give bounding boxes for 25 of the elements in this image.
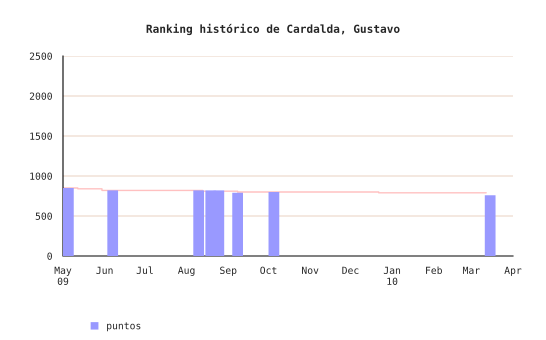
y-tick-label: 0 bbox=[47, 252, 52, 260]
x-tick-label: Jan 10 bbox=[384, 266, 400, 285]
chart-title: Ranking histórico de Cardalda, Gustavo bbox=[146, 24, 400, 36]
x-tick-label: Oct bbox=[260, 266, 276, 274]
x-tick-label: Jun bbox=[96, 266, 113, 274]
bar bbox=[107, 190, 118, 256]
y-tick-label: 500 bbox=[36, 212, 52, 220]
bar bbox=[268, 192, 280, 256]
x-tick-label: Aug bbox=[178, 266, 194, 276]
bar bbox=[63, 188, 74, 256]
x-tick-label: May 09 bbox=[54, 266, 72, 285]
bar bbox=[484, 195, 496, 256]
x-tick-label: Feb bbox=[426, 266, 442, 274]
y-tick-label: 1000 bbox=[30, 172, 52, 180]
x-tick-label: Sep bbox=[220, 266, 236, 276]
y-tick-label: 2000 bbox=[30, 92, 52, 100]
legend-label: puntos bbox=[107, 322, 140, 332]
bar bbox=[232, 192, 243, 256]
x-tick-label: Apr bbox=[504, 266, 522, 276]
x-tick-label: Dec bbox=[342, 266, 358, 274]
x-tick-label: Nov bbox=[302, 266, 318, 274]
x-tick-label: Jul bbox=[136, 266, 153, 274]
x-tick-label: Mar bbox=[462, 266, 480, 274]
y-tick-label: 1500 bbox=[30, 132, 52, 140]
y-tick-label: 2500 bbox=[30, 52, 52, 60]
